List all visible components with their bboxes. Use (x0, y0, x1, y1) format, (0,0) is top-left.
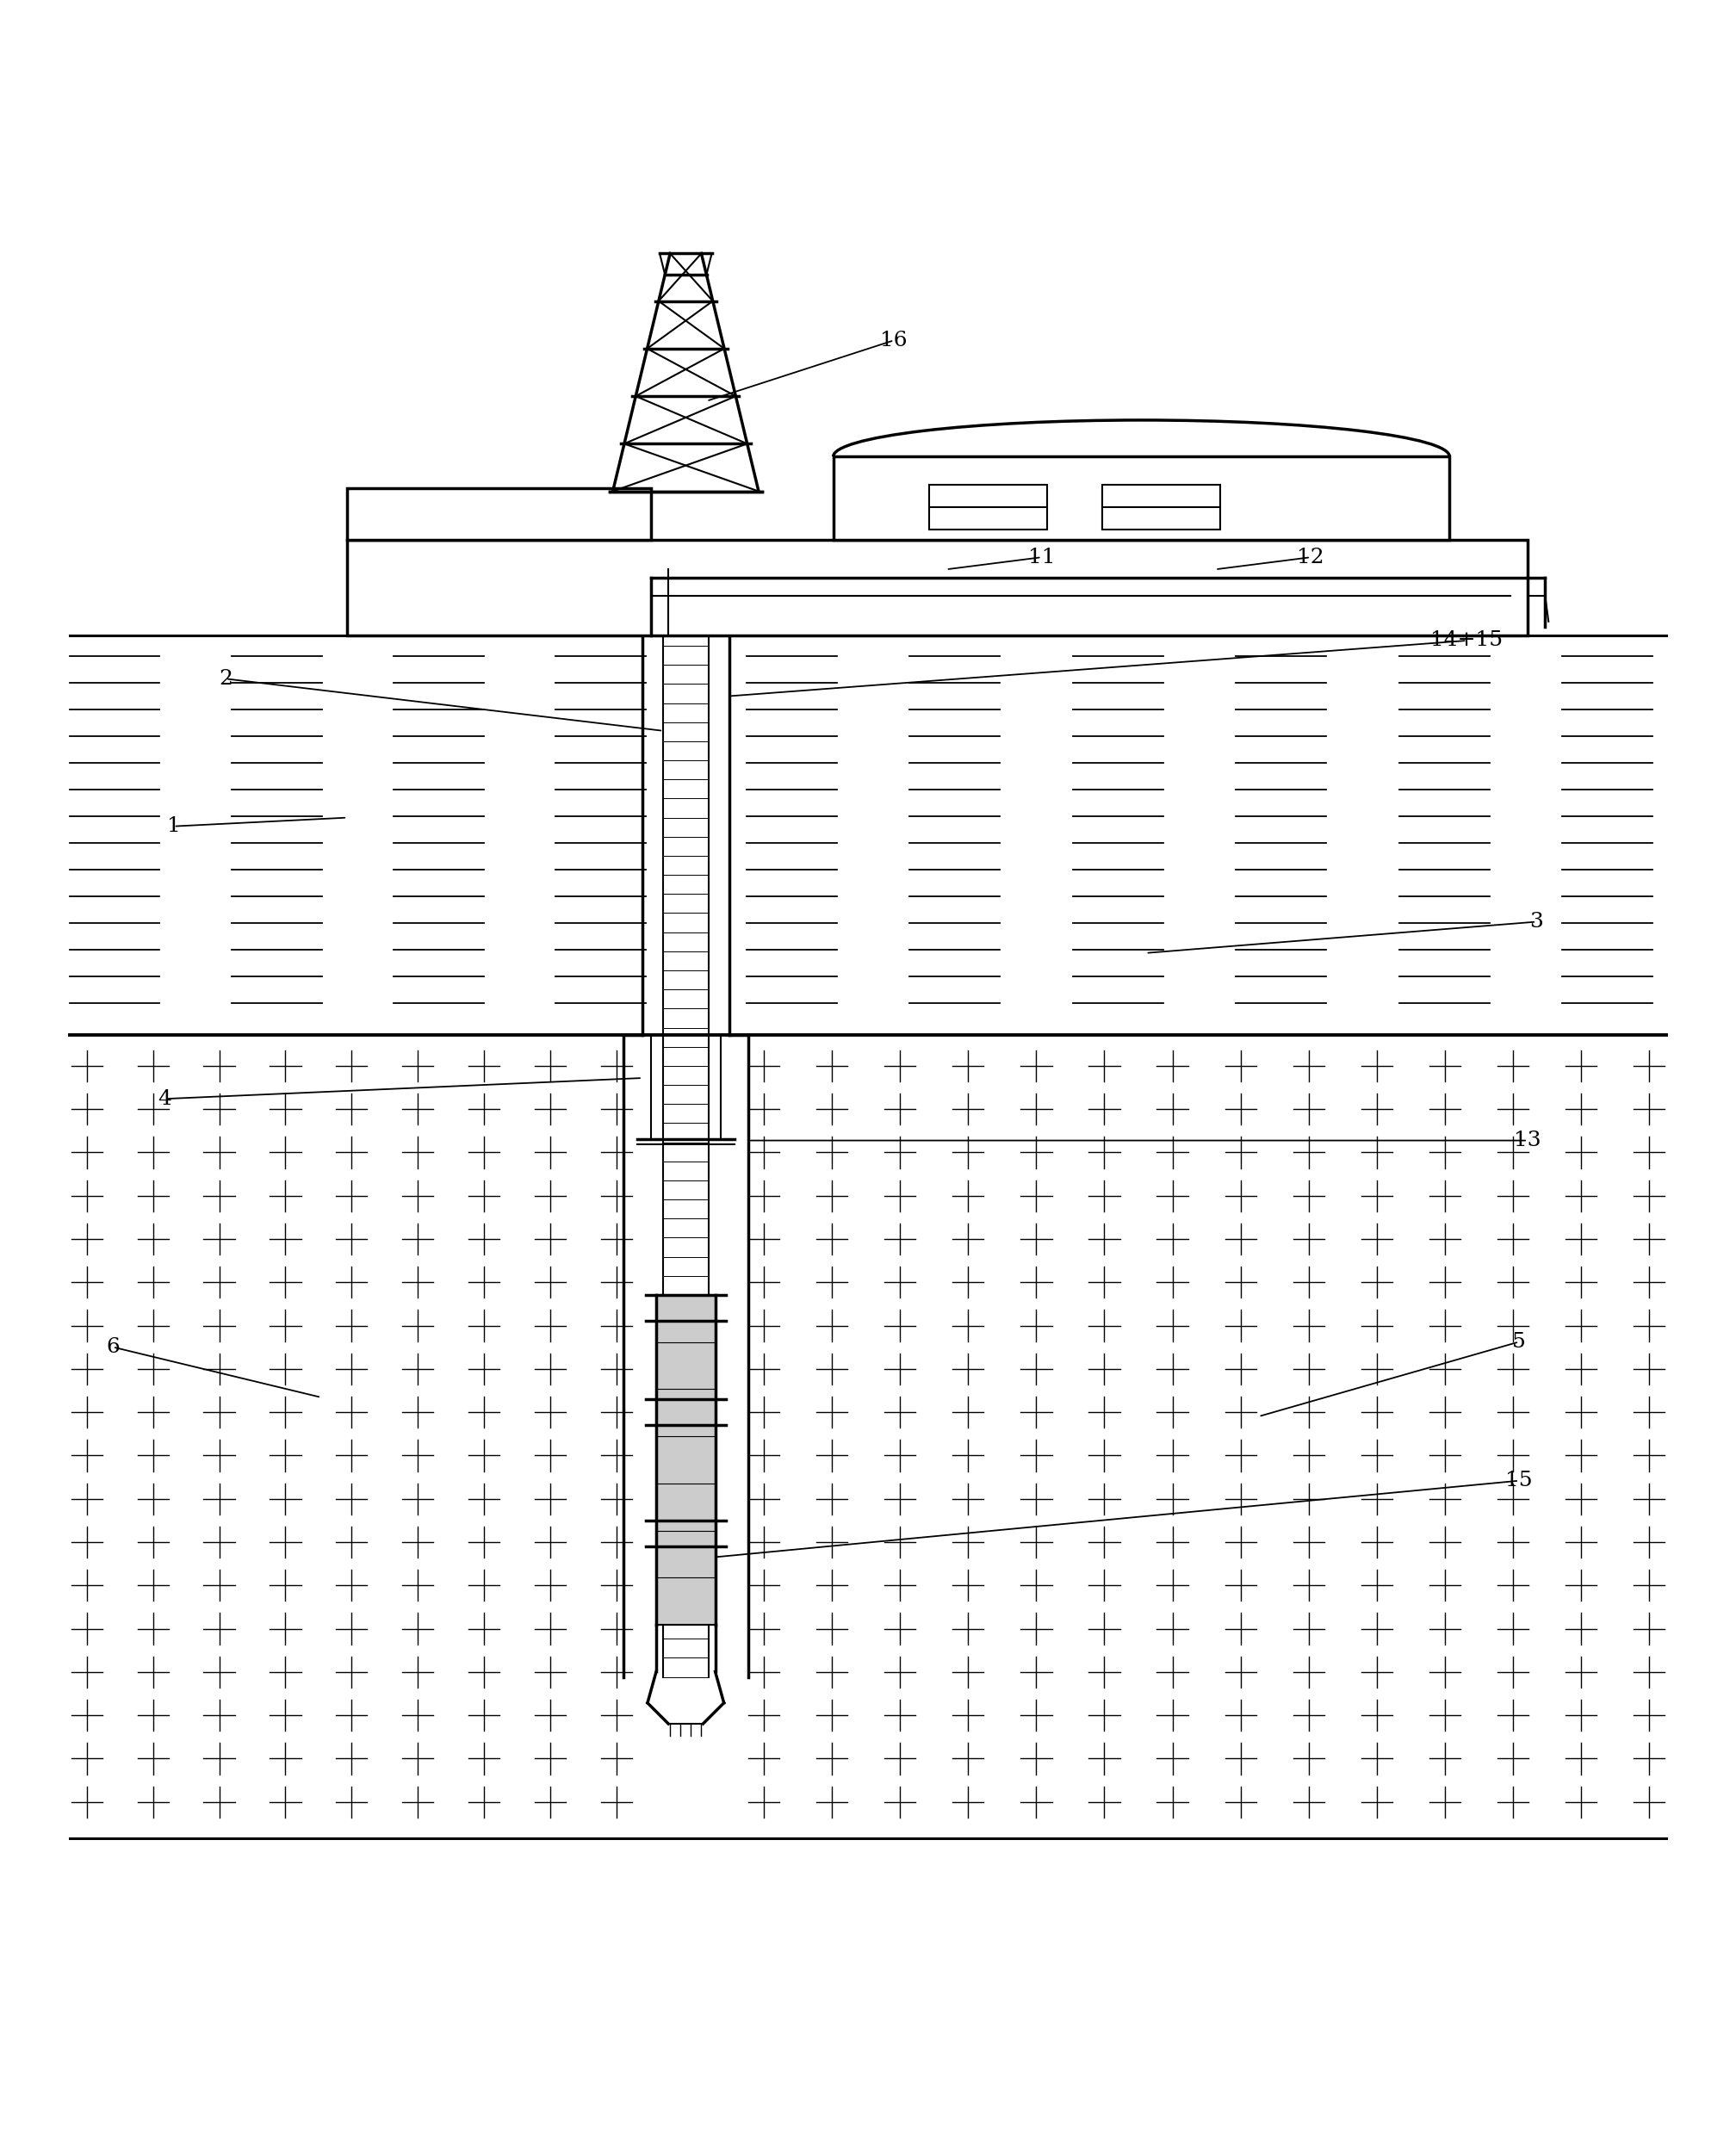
Text: 1: 1 (167, 817, 181, 837)
Text: 3: 3 (1529, 912, 1543, 931)
Text: 5: 5 (1512, 1332, 1526, 1352)
Text: 4: 4 (158, 1089, 172, 1108)
Polygon shape (833, 457, 1450, 539)
Text: 2: 2 (219, 668, 233, 688)
Bar (1102, 485, 1220, 530)
Text: 14+15: 14+15 (1430, 632, 1503, 651)
Polygon shape (347, 487, 651, 539)
Polygon shape (656, 1296, 715, 1626)
Bar (929, 485, 1047, 530)
Text: 11: 11 (1028, 548, 1055, 567)
Text: 16: 16 (880, 330, 908, 349)
Text: 12: 12 (1297, 548, 1325, 567)
Text: 15: 15 (1505, 1470, 1533, 1490)
Text: 6: 6 (106, 1337, 120, 1356)
Text: 13: 13 (1514, 1130, 1542, 1151)
Polygon shape (347, 539, 1528, 636)
